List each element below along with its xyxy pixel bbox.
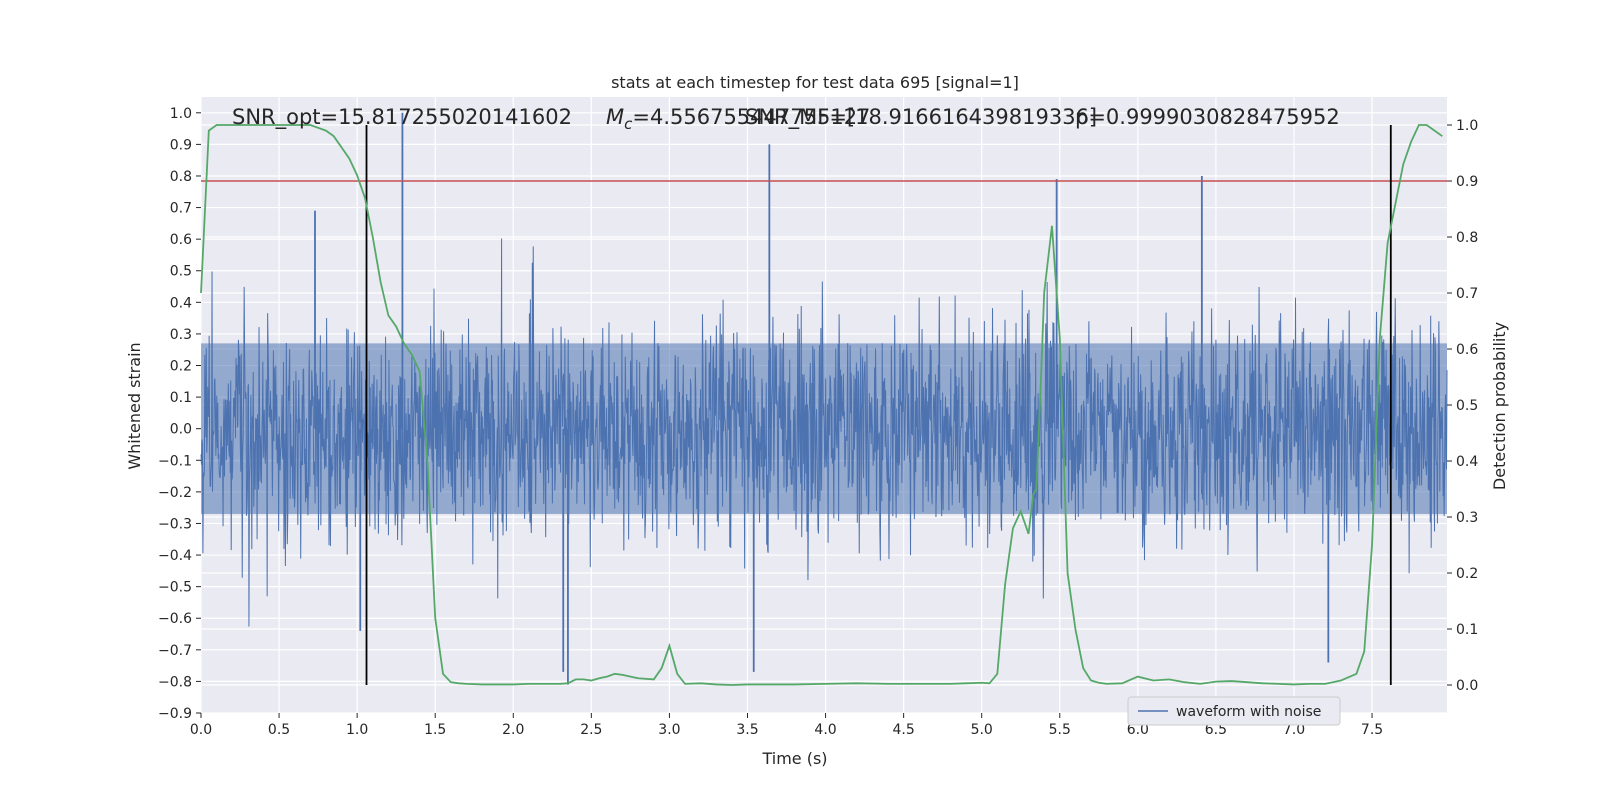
x-tick-label: 4.0 bbox=[814, 722, 836, 738]
x-tick-label: 7.5 bbox=[1361, 722, 1383, 738]
y-left-tick-label: 0.6 bbox=[170, 232, 192, 248]
y-axis-left-label: Whitened strain bbox=[125, 342, 144, 469]
x-tick-label: 2.0 bbox=[502, 722, 524, 738]
y-right-tick-label: 0.2 bbox=[1456, 566, 1478, 582]
annotation-snr-opt: SNR_opt=15.817255020141602 bbox=[232, 105, 572, 130]
x-tick-label: 1.5 bbox=[424, 722, 446, 738]
x-tick-label: 1.0 bbox=[346, 722, 368, 738]
y-right-tick-label: 0.7 bbox=[1456, 286, 1478, 302]
y-right-tick-label: 0.3 bbox=[1456, 510, 1478, 526]
x-tick-label: 6.0 bbox=[1127, 722, 1149, 738]
x-tick-label: 4.5 bbox=[892, 722, 914, 738]
y-left-tick-label: 0.4 bbox=[170, 295, 192, 311]
waveform-dense-band bbox=[201, 343, 1447, 514]
y-left-tick-label: −0.9 bbox=[158, 706, 192, 722]
y-axis-right-label: Detection probability bbox=[1490, 322, 1509, 490]
x-tick-label: 5.0 bbox=[971, 722, 993, 738]
y-left-tick-label: −0.8 bbox=[158, 674, 192, 690]
x-tick-label: 0.0 bbox=[190, 722, 212, 738]
x-tick-label: 2.5 bbox=[580, 722, 602, 738]
chart-title: stats at each timestep for test data 695… bbox=[611, 73, 1019, 92]
legend-entry-waveform: waveform with noise bbox=[1176, 704, 1321, 720]
y-left-tick-label: 1.0 bbox=[170, 106, 192, 122]
y-left-tick-label: −0.1 bbox=[158, 453, 192, 469]
y-left-tick-label: −0.6 bbox=[158, 611, 192, 627]
y-left-tick-label: −0.4 bbox=[158, 548, 192, 564]
x-tick-label: 5.5 bbox=[1049, 722, 1071, 738]
y-right-tick-label: 0.6 bbox=[1456, 342, 1478, 358]
x-axis-label: Time (s) bbox=[761, 749, 827, 768]
y-right-tick-label: 0.9 bbox=[1456, 174, 1478, 190]
y-left-tick-label: 0.7 bbox=[170, 201, 192, 217]
y-right-tick-label: 0.8 bbox=[1456, 230, 1478, 246]
probability-line bbox=[200, 124, 1443, 686]
annotation-snr-mf: SNR_MF=[18.916616439819336] bbox=[745, 105, 1097, 130]
annotation-mc: Mc=4.556755447755127 bbox=[606, 105, 870, 133]
y-left-tick-label: −0.2 bbox=[158, 485, 192, 501]
legend: waveform with noise bbox=[1127, 696, 1341, 726]
y-left-tick-label: −0.5 bbox=[158, 580, 192, 596]
y-right-tick-label: 0.4 bbox=[1456, 454, 1478, 470]
x-tick-label: 0.5 bbox=[268, 722, 290, 738]
annotation-mc-subscript: c bbox=[624, 115, 633, 133]
y-left-tick-label: 0.1 bbox=[170, 390, 192, 406]
legend-box bbox=[1127, 696, 1341, 726]
y-left-tick-label: 0.8 bbox=[170, 169, 192, 185]
x-tick-label: 3.5 bbox=[736, 722, 758, 738]
y-right-tick-label: 0.1 bbox=[1456, 622, 1478, 638]
x-tick-label: 7.0 bbox=[1283, 722, 1305, 738]
x-tick-label: 6.5 bbox=[1205, 722, 1227, 738]
y-left-tick-label: 0.2 bbox=[170, 359, 192, 375]
y-right-tick-label: 1.0 bbox=[1456, 118, 1478, 134]
y-left-tick-label: 0.9 bbox=[170, 137, 192, 153]
annotation-p: p=0.9999030828475952 bbox=[1075, 105, 1340, 129]
overlay bbox=[200, 124, 1447, 686]
y-right-tick-label: 0.5 bbox=[1456, 398, 1478, 414]
waveform-series bbox=[200, 112, 1448, 685]
ticks: 0.0 0.5 1.0 1.5 2.0 2.5 3.0 3.5 4.0 4.5 5.0 5.5 6.0 6… bbox=[158, 106, 1478, 738]
y-left-tick-label: 0.0 bbox=[170, 422, 192, 438]
annotation-mc-value: =4.556755447755127 bbox=[632, 105, 870, 129]
x-tick-label: 3.0 bbox=[658, 722, 680, 738]
y-left-tick-label: −0.3 bbox=[158, 516, 192, 532]
y-right-tick-label: 0.0 bbox=[1456, 678, 1478, 694]
y-left-tick-label: 0.5 bbox=[170, 264, 192, 280]
annotation-mc-symbol: M bbox=[606, 105, 624, 129]
y-left-tick-label: 0.3 bbox=[170, 327, 192, 343]
y-left-tick-label: −0.7 bbox=[158, 643, 192, 659]
